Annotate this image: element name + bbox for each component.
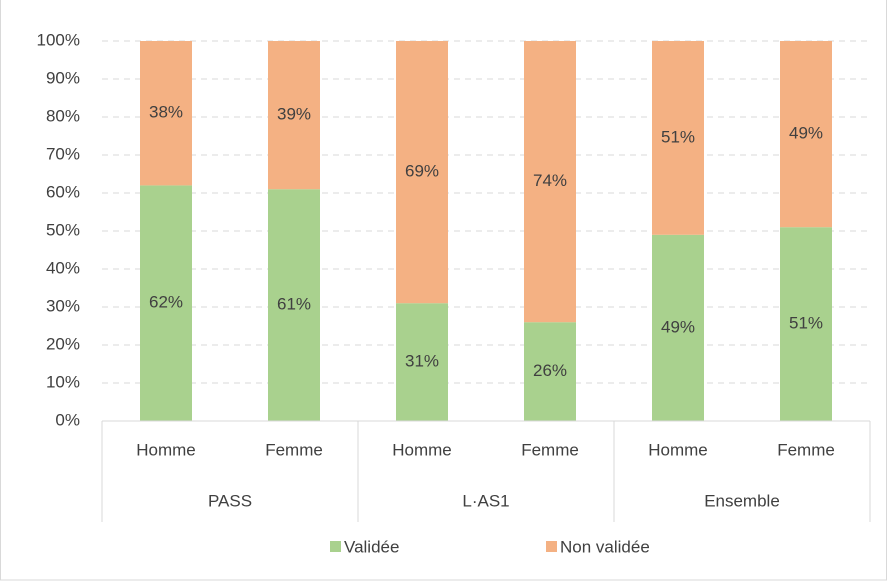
bar-segment xyxy=(524,322,576,421)
bar-segment xyxy=(396,303,448,421)
y-tick-label: 80% xyxy=(46,106,80,125)
data-label: 62% xyxy=(149,293,183,312)
group-label: PASS xyxy=(208,491,252,510)
bar-segment xyxy=(140,185,192,421)
y-tick-label: 10% xyxy=(46,372,80,391)
data-label: 26% xyxy=(533,361,567,380)
group-label: L·AS1 xyxy=(462,491,509,510)
y-tick-label: 40% xyxy=(46,258,80,277)
data-label: 61% xyxy=(277,295,311,314)
bar-segment xyxy=(524,41,576,323)
data-label: 74% xyxy=(533,171,567,190)
bar-segment xyxy=(652,234,704,421)
group-label: Ensemble xyxy=(704,491,780,510)
y-tick-label: 20% xyxy=(46,334,80,353)
data-label: 51% xyxy=(789,314,823,333)
bar-segment xyxy=(268,189,320,421)
data-label: 39% xyxy=(277,105,311,124)
legend-label: Validée xyxy=(344,537,399,556)
x-tick-label: Femme xyxy=(265,440,323,459)
y-tick-label: 90% xyxy=(46,68,80,87)
data-label: 69% xyxy=(405,162,439,181)
x-tick-label: Femme xyxy=(777,440,835,459)
bar-segment xyxy=(396,41,448,304)
y-tick-label: 0% xyxy=(55,410,80,429)
data-label: 51% xyxy=(661,127,695,146)
bar-segment xyxy=(140,41,192,186)
x-tick-label: Femme xyxy=(521,440,579,459)
bar-segment xyxy=(780,41,832,228)
x-tick-label: Homme xyxy=(648,440,708,459)
bar-segment xyxy=(268,41,320,190)
y-tick-label: 30% xyxy=(46,296,80,315)
y-tick-label: 60% xyxy=(46,182,80,201)
data-label: 49% xyxy=(661,317,695,336)
x-tick-label: Homme xyxy=(392,440,452,459)
y-tick-label: 100% xyxy=(37,30,80,49)
x-tick-label: Homme xyxy=(136,440,196,459)
bar-segment xyxy=(652,41,704,235)
data-label: 38% xyxy=(149,103,183,122)
y-tick-label: 50% xyxy=(46,220,80,239)
data-label: 49% xyxy=(789,124,823,143)
legend-swatch xyxy=(546,541,557,552)
bar-segment xyxy=(780,227,832,421)
data-label: 31% xyxy=(405,352,439,371)
legend-label: Non validée xyxy=(560,537,650,556)
y-tick-label: 70% xyxy=(46,144,80,163)
legend-swatch xyxy=(330,541,341,552)
